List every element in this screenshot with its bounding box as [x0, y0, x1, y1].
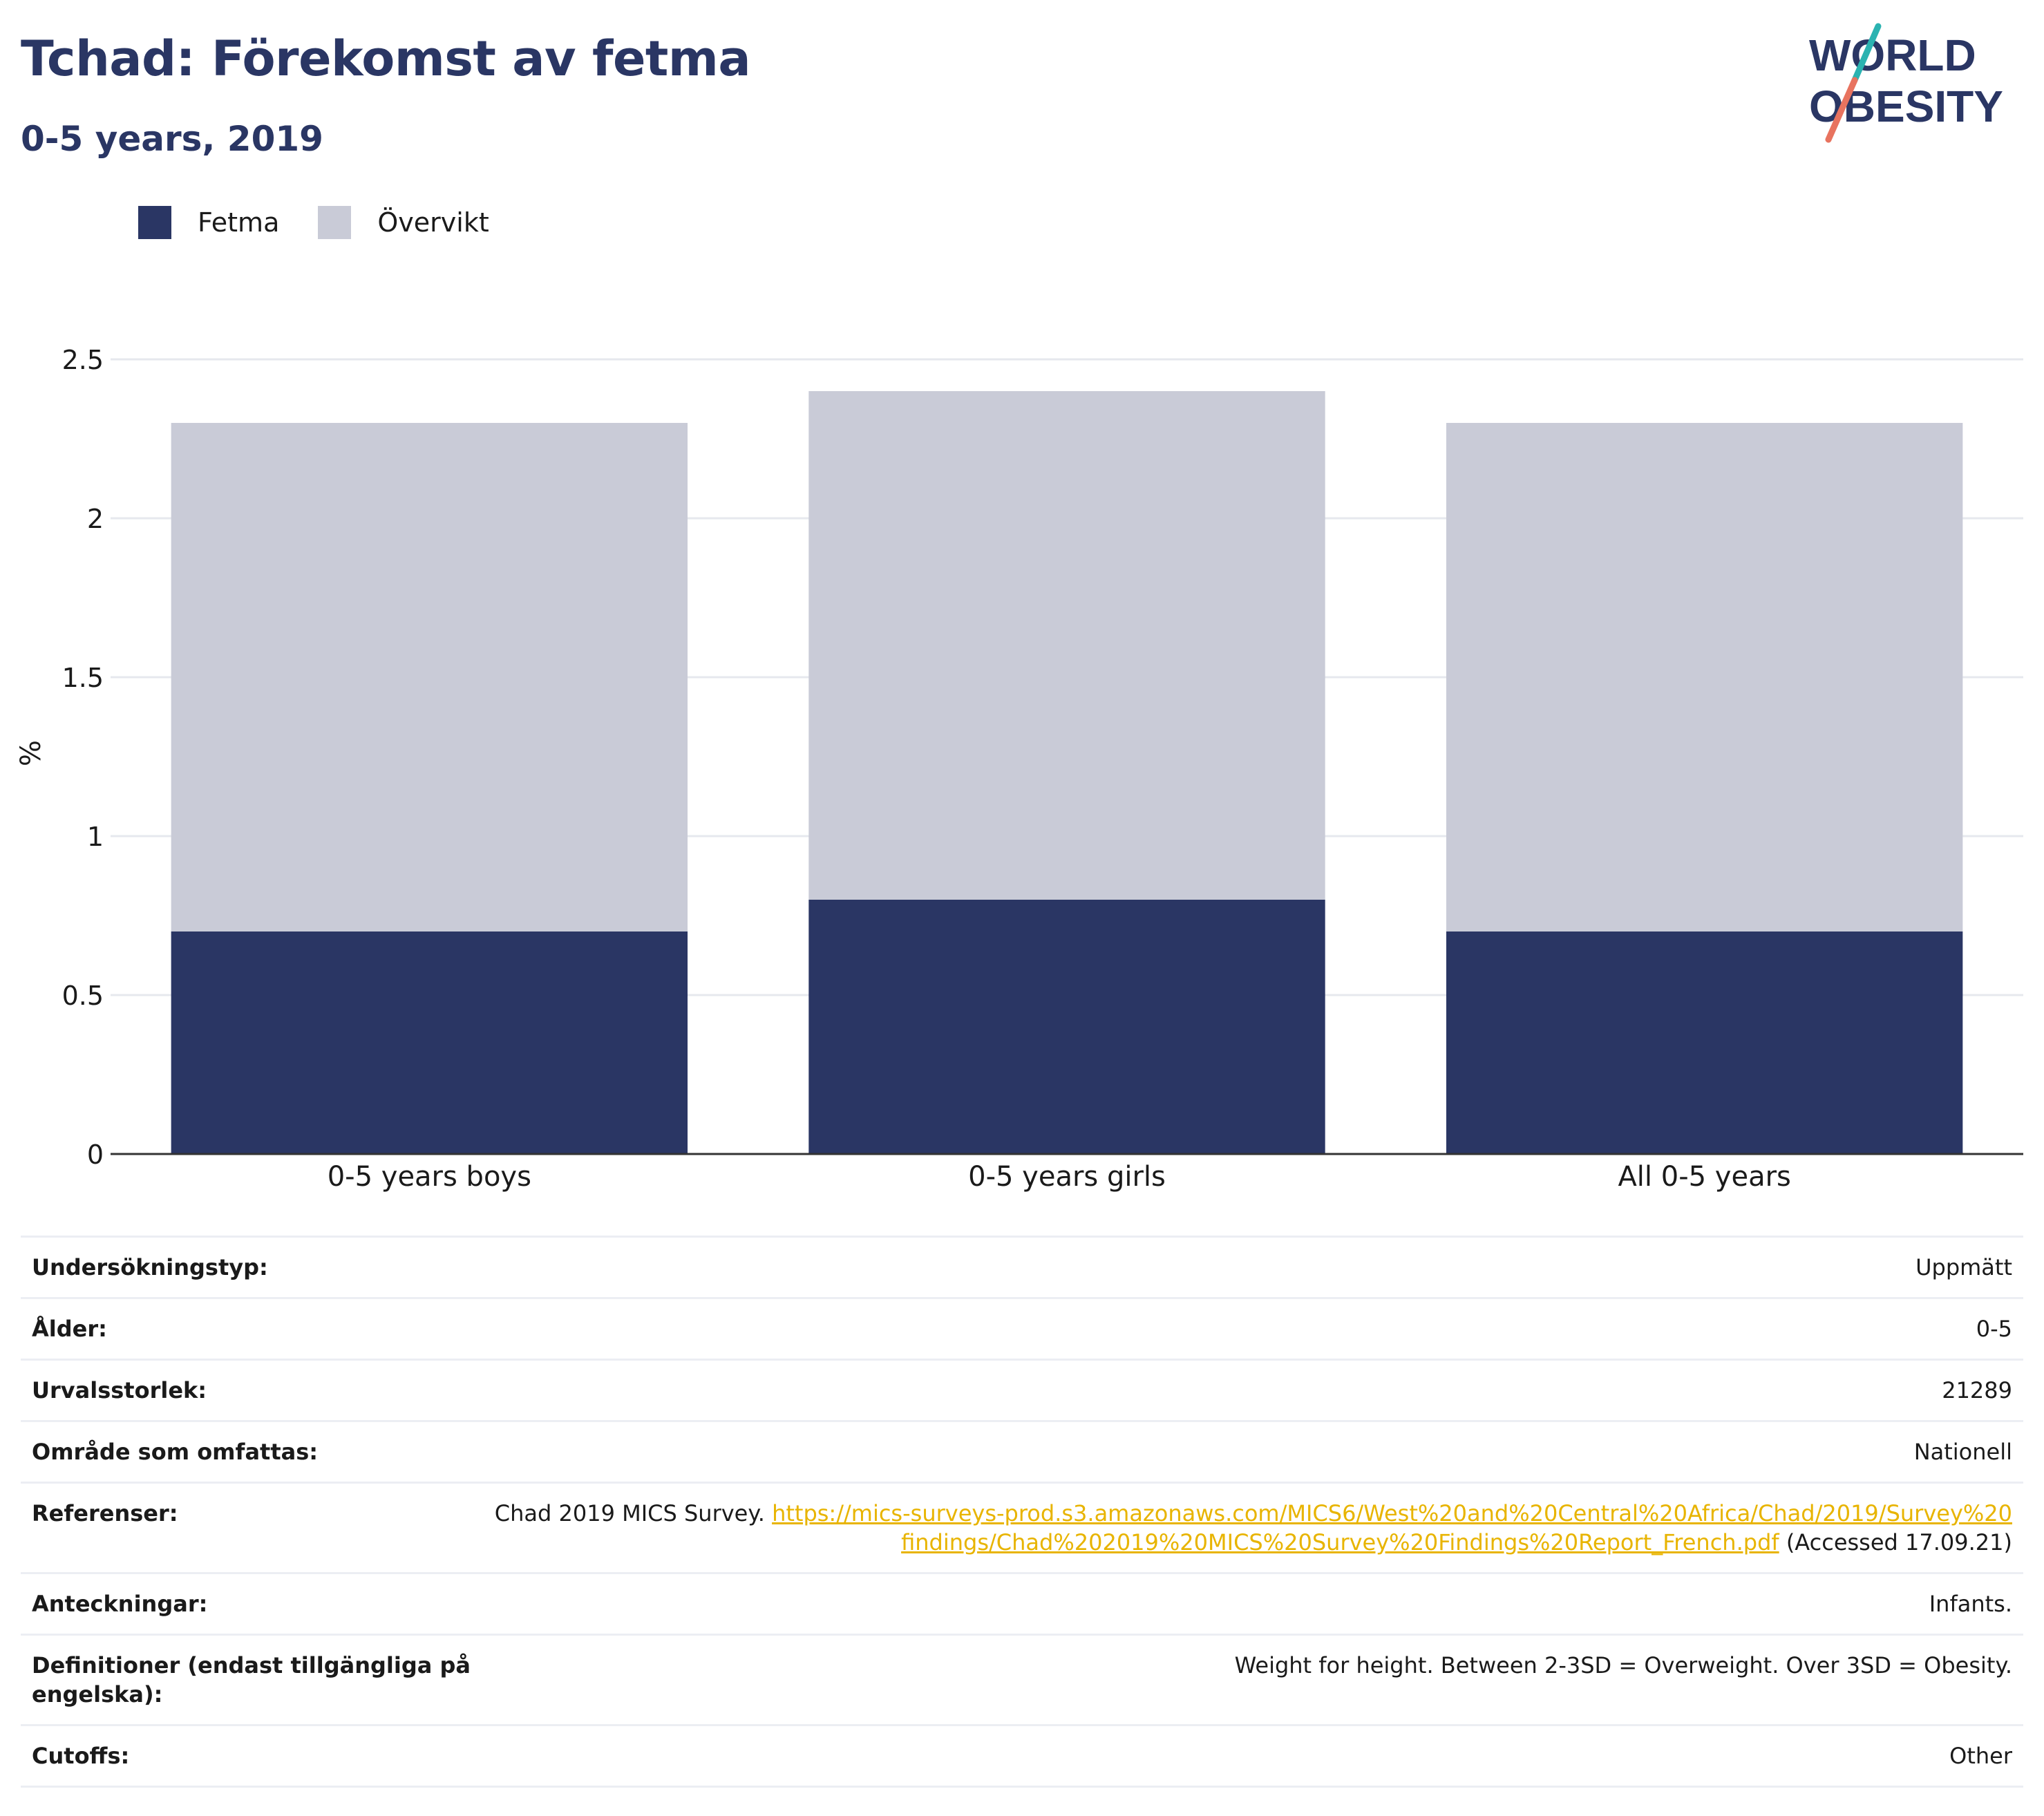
legend-label-fetma: Fetma: [198, 207, 280, 238]
y-tick-label: 0.5: [62, 981, 104, 1011]
info-label: Ålder:: [32, 1316, 107, 1342]
info-row-notes: Anteckningar: Infants.: [21, 1574, 2023, 1636]
info-value: Nationell: [1913, 1439, 2012, 1465]
legend-swatch-fetma: [138, 206, 171, 239]
info-value: Infants.: [1929, 1591, 2012, 1617]
legend-item-fetma[interactable]: Fetma: [138, 206, 279, 239]
logo-line1: WORLD: [1809, 30, 1976, 80]
x-tick-label: 0-5 years girls: [968, 1161, 1166, 1193]
info-value: Weight for height. Between 2-3SD = Overw…: [1234, 1652, 2012, 1678]
x-tick-label: All 0-5 years: [1618, 1161, 1790, 1193]
bar-overvikt[interactable]: [171, 423, 688, 931]
reference-accessed: (Accessed 17.09.21): [1779, 1529, 2012, 1555]
info-row-references: Referenser: Chad 2019 MICS Survey. https…: [21, 1484, 2023, 1574]
y-tick-labels: 0 0.5 1 1.5 2 2.5: [62, 345, 104, 1170]
bar-chart: 0 0.5 1 1.5 2 2.5 0-5 years boys 0-5 years gir…: [15, 345, 2023, 1193]
bars: [171, 391, 1963, 1154]
x-tick-labels: 0-5 years boys 0-5 years girls All 0-5 yea…: [328, 1161, 1791, 1193]
legend-label-overvikt: Övervikt: [377, 207, 489, 238]
y-tick-label: 1.5: [62, 663, 104, 693]
legend-item-overvikt[interactable]: Övervikt: [318, 206, 489, 239]
y-tick-label: 1: [87, 822, 104, 852]
info-value: Uppmätt: [1915, 1254, 2012, 1280]
info-row-area: Område som omfattas: Nationell: [21, 1422, 2023, 1484]
info-row-survey-type: Undersökningstyp: Uppmätt: [21, 1238, 2023, 1299]
page-subtitle: 0-5 years, 2019: [21, 119, 323, 159]
info-value: 21289: [1942, 1377, 2012, 1403]
info-row-age: Ålder: 0-5: [21, 1299, 2023, 1361]
info-row-definitions: Definitioner (endast tillgängliga på eng…: [21, 1636, 2023, 1726]
bar-fetma[interactable]: [1446, 931, 1963, 1154]
info-value: Chad 2019 MICS Survey. https://mics-surv…: [488, 1499, 2012, 1557]
info-label: Anteckningar:: [32, 1591, 208, 1617]
info-value: Other: [1949, 1743, 2012, 1769]
y-axis-label: %: [15, 740, 47, 766]
info-label: Urvalsstorlek:: [32, 1377, 207, 1403]
bar-fetma[interactable]: [171, 931, 688, 1154]
info-table: Undersökningstyp: Uppmätt Ålder: 0-5 Urv…: [21, 1236, 2023, 1788]
info-label: Område som omfattas:: [32, 1439, 319, 1465]
bar-overvikt[interactable]: [1446, 423, 1963, 931]
y-tick-label: 2.5: [62, 345, 104, 375]
x-tick-label: 0-5 years boys: [328, 1161, 531, 1193]
legend: Fetma Övervikt: [138, 206, 528, 239]
info-label: Referenser:: [32, 1500, 178, 1526]
y-tick-label: 2: [87, 504, 104, 534]
info-label: Cutoffs:: [32, 1743, 130, 1769]
info-label: Definitioner (endast tillgängliga på eng…: [32, 1652, 471, 1708]
info-row-sample-size: Urvalsstorlek: 21289: [21, 1361, 2023, 1422]
page-title: Tchad: Förekomst av fetma: [21, 30, 751, 87]
logo-slash-teal: [1851, 23, 1882, 84]
info-row-cutoffs: Cutoffs: Other: [21, 1726, 2023, 1788]
legend-swatch-overvikt: [318, 206, 352, 239]
world-obesity-logo: WORLD OBESITY: [1809, 23, 2003, 143]
info-value: 0-5: [1976, 1316, 2012, 1342]
info-label: Undersökningstyp:: [32, 1254, 268, 1280]
logo-slash-coral: [1825, 77, 1858, 143]
y-tick-label: 0: [87, 1139, 104, 1170]
bar-fetma[interactable]: [808, 900, 1325, 1154]
bar-overvikt[interactable]: [808, 391, 1325, 900]
reference-text: Chad 2019 MICS Survey.: [494, 1500, 773, 1526]
reference-link[interactable]: https://mics-surveys-prod.s3.amazonaws.c…: [772, 1500, 2012, 1555]
